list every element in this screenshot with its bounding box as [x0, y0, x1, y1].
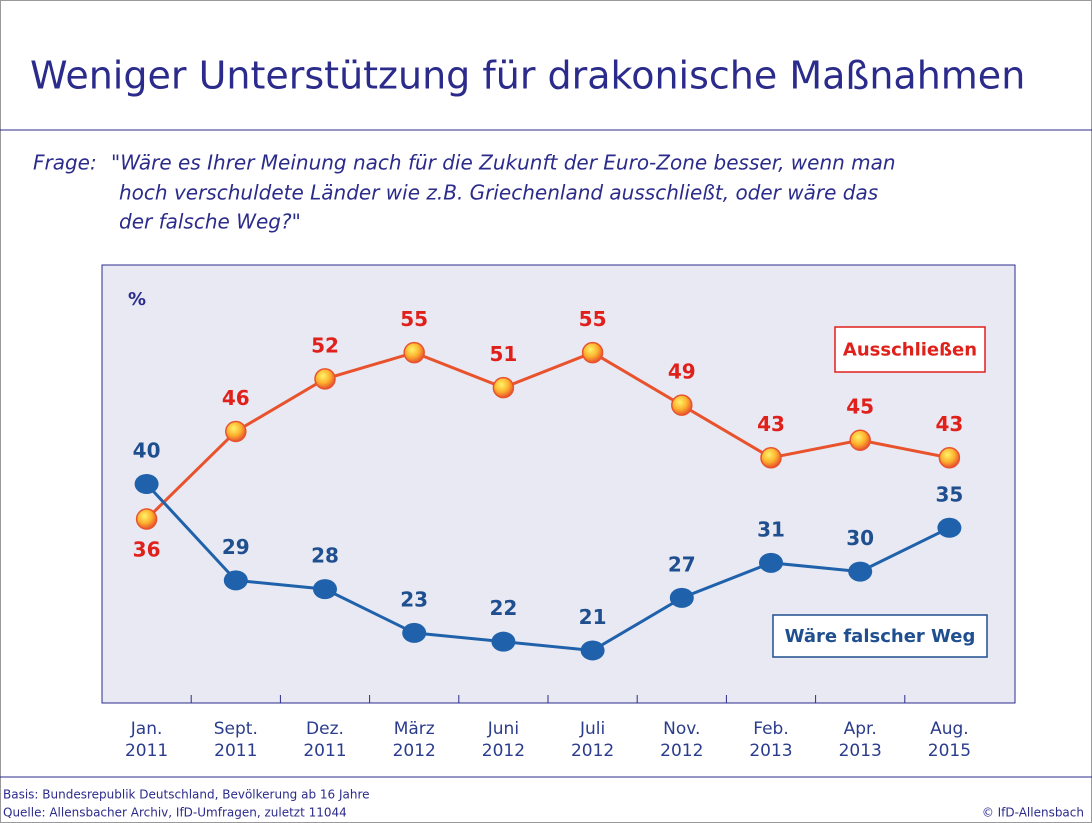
marker [760, 446, 782, 469]
marker [491, 631, 516, 652]
x-tick-label: 2011 [303, 741, 346, 761]
marker [671, 394, 693, 416]
marker [848, 561, 873, 582]
x-tick-label: Nov. [663, 719, 700, 739]
legend-label: Wäre falscher Weg [785, 626, 976, 647]
data-label: 55 [400, 307, 428, 331]
marker [403, 341, 425, 364]
data-label: 49 [668, 360, 696, 384]
data-label: 51 [489, 342, 517, 366]
marker [314, 368, 336, 390]
footer-source: Quelle: Allensbacher Archiv, IfD-Umfrage… [3, 806, 347, 820]
data-label: 28 [311, 544, 339, 568]
data-label: 29 [222, 535, 250, 559]
data-label: 52 [311, 333, 339, 357]
x-tick-label: Jan. [130, 719, 163, 739]
copyright: © IfD-Allensbach [982, 806, 1084, 820]
x-tick-label: Feb. [753, 719, 789, 739]
series-line [145, 482, 951, 652]
data-label: 31 [757, 517, 785, 541]
x-tick-label: 2012 [393, 741, 436, 761]
marker [134, 474, 159, 494]
marker [402, 622, 427, 643]
chart-title: Weniger Unterstützung für drakonische Ma… [30, 54, 1025, 98]
marker [937, 517, 962, 538]
data-label: 22 [489, 596, 517, 620]
data-label: 43 [935, 412, 963, 436]
data-label: 40 [133, 439, 161, 463]
question-line: "Wäre es Ihrer Meinung nach für die Zuku… [111, 151, 896, 175]
marker [849, 429, 871, 451]
x-tick-label: 2011 [214, 741, 257, 761]
x-tick-label: 2013 [749, 741, 792, 761]
data-label: 27 [668, 552, 696, 576]
legend-label: Ausschließen [843, 340, 977, 361]
data-label: 21 [579, 605, 607, 629]
x-tick-label: Sept. [214, 719, 258, 739]
marker [581, 341, 604, 364]
marker [135, 508, 158, 530]
x-tick-label: 2015 [928, 741, 971, 761]
marker [223, 570, 248, 591]
x-tick-label: 2011 [125, 741, 168, 761]
series-line [145, 350, 950, 521]
marker [313, 579, 337, 600]
data-label: 45 [846, 395, 874, 419]
data-label: 23 [400, 587, 428, 611]
data-label: 55 [579, 307, 607, 331]
x-tick-label: Juni [487, 719, 519, 739]
x-tick-label: März [394, 719, 435, 739]
marker [669, 587, 694, 608]
footer-basis: Basis: Bundesrepublik Deutschland, Bevöl… [3, 788, 370, 802]
x-tick-label: 2012 [571, 741, 614, 761]
question-line: hoch verschuldete Länder wie z.B. Griech… [119, 181, 878, 205]
x-tick-label: 2012 [482, 741, 525, 761]
legend-box [834, 326, 986, 373]
legend-box [772, 614, 988, 658]
data-label: 35 [935, 482, 963, 506]
x-tick-label: Aug. [930, 719, 969, 739]
data-label: 30 [846, 526, 874, 550]
marker [759, 552, 783, 573]
data-label: 46 [222, 386, 250, 410]
question-line: der falsche Weg?" [119, 210, 301, 234]
marker [225, 420, 247, 443]
x-tick-label: Apr. [844, 719, 877, 739]
x-tick-label: 2012 [660, 741, 703, 761]
x-tick-label: 2013 [839, 741, 882, 761]
data-label: 43 [757, 412, 785, 436]
data-label: 36 [133, 538, 161, 562]
x-tick-label: Juli [579, 719, 605, 739]
marker [580, 640, 605, 661]
x-tick-label: Dez. [306, 719, 344, 739]
marker [492, 376, 515, 399]
question-label: Frage: [33, 151, 97, 175]
y-axis-label: % [128, 289, 146, 310]
marker [938, 446, 961, 469]
